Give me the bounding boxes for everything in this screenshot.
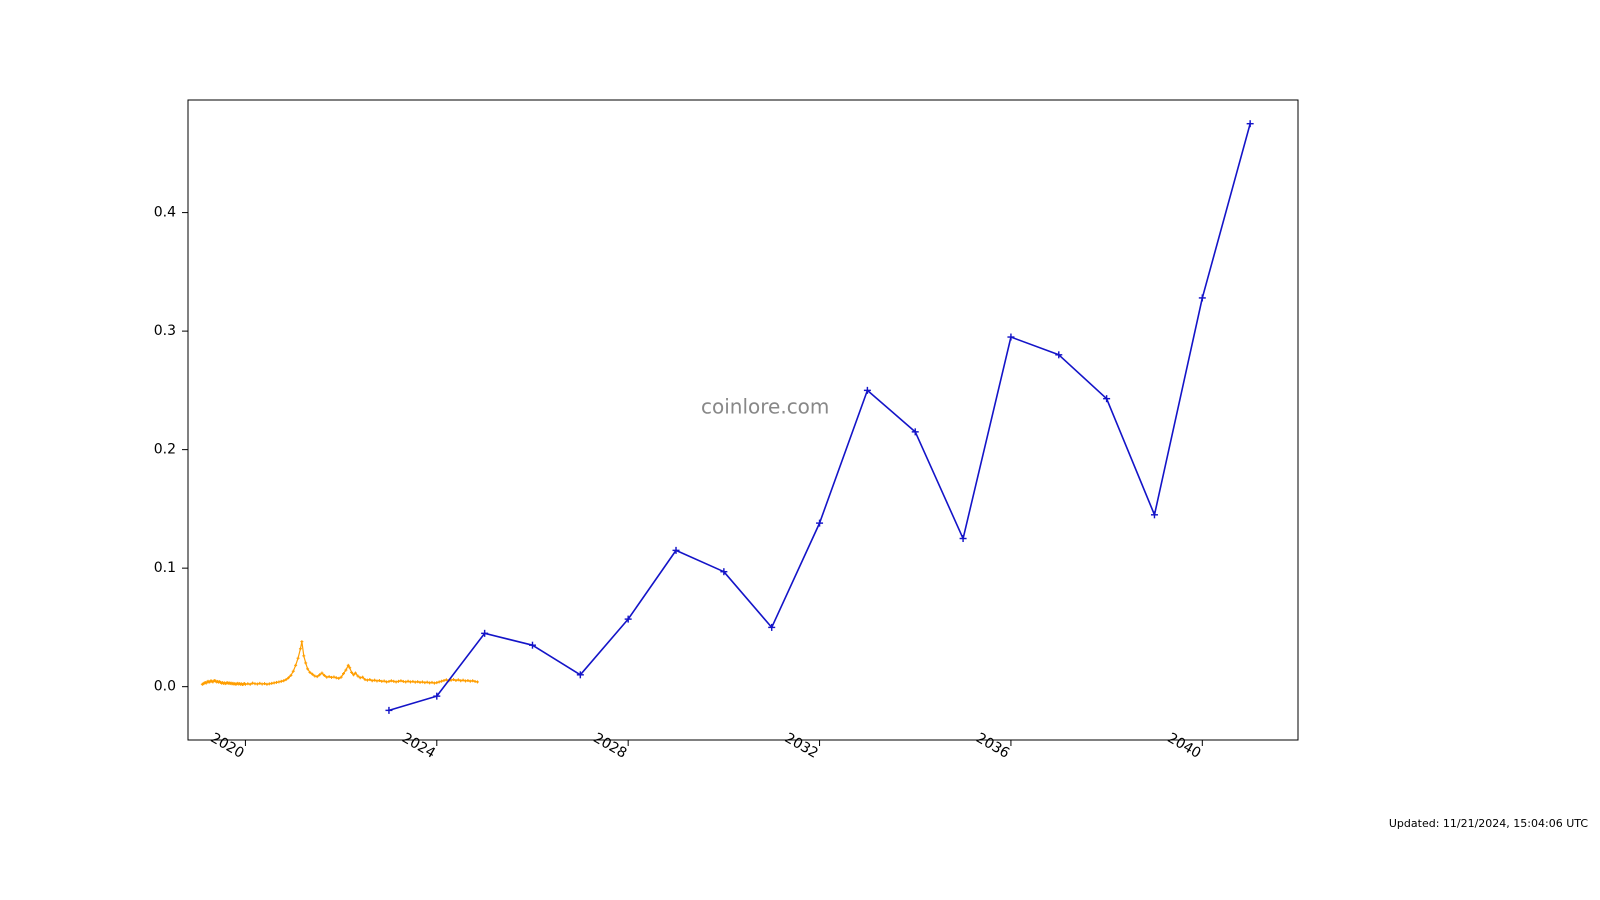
plot-border: [188, 100, 1298, 740]
x-tick-label-group: 2032: [782, 730, 821, 762]
y-tick-label: 0.1: [154, 560, 176, 576]
series-historical: [201, 640, 479, 686]
chart-container: 0.0 0.1 0.2 0.3 0.4 2020 2024 2028 2032 2036 2040 c…: [0, 0, 1600, 900]
x-tick-label-group: 2036: [973, 730, 1012, 762]
x-tick-label: 2024: [399, 730, 438, 762]
x-tick-label: 2020: [208, 730, 247, 762]
x-tick-label: 2032: [782, 730, 821, 762]
updated-timestamp: Updated: 11/21/2024, 15:04:06 UTC: [1389, 817, 1588, 830]
x-tick-label-group: 2020: [208, 730, 247, 762]
chart-svg: 0.0 0.1 0.2 0.3 0.4 2020 2024 2028 2032 2036 2040 c…: [0, 0, 1600, 900]
watermark-text: coinlore.com: [701, 395, 829, 419]
y-tick-label: 0.2: [154, 442, 176, 458]
x-tick-label: 2036: [973, 730, 1012, 762]
x-tick-label-group: 2028: [591, 730, 630, 762]
y-tick-label: 0.0: [154, 679, 176, 695]
x-tick-label-group: 2024: [399, 730, 438, 762]
x-tick-label: 2028: [591, 730, 630, 762]
x-tick-label: 2040: [1165, 730, 1204, 762]
y-tick-label: 0.4: [154, 205, 176, 221]
y-tick-label: 0.3: [154, 323, 176, 339]
x-tick-label-group: 2040: [1165, 730, 1204, 762]
